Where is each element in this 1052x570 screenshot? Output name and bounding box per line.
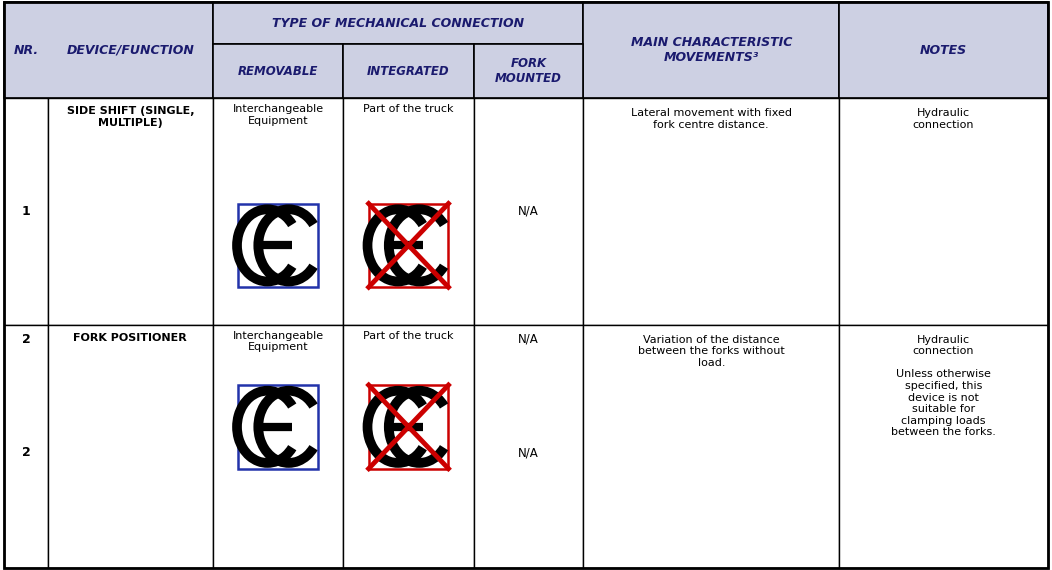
Text: FORK
MOUNTED: FORK MOUNTED (495, 58, 562, 86)
Text: Variation of the distance
between the forks without
load.: Variation of the distance between the fo… (638, 335, 785, 368)
Text: 2: 2 (21, 446, 31, 459)
Bar (4, 2, 213, 98)
Bar (584, 325, 839, 568)
Bar (47, 325, 213, 568)
Text: SIDE SHIFT (SINGLE,
MULTIPLE): SIDE SHIFT (SINGLE, MULTIPLE) (66, 106, 194, 128)
Bar (839, 2, 1048, 98)
Bar (473, 44, 584, 98)
Text: Interchangeable
Equipment: Interchangeable Equipment (232, 104, 324, 126)
Bar (584, 98, 839, 325)
Bar (839, 98, 1048, 325)
Bar (584, 2, 839, 98)
Text: Part of the truck: Part of the truck (363, 331, 453, 341)
Bar (343, 325, 473, 568)
Text: Interchangeable
Equipment: Interchangeable Equipment (232, 331, 324, 352)
Text: Hydraulic
connection: Hydraulic connection (913, 108, 974, 130)
Bar (213, 44, 343, 98)
Text: N/A: N/A (519, 446, 539, 459)
Text: N/A: N/A (519, 333, 539, 345)
Text: 2: 2 (21, 333, 31, 345)
Bar (473, 98, 584, 325)
Bar (47, 98, 213, 325)
Bar (368, 203, 448, 287)
Text: NOTES: NOTES (920, 44, 967, 56)
Bar (213, 98, 343, 325)
Text: Part of the truck: Part of the truck (363, 104, 453, 114)
Text: Lateral movement with fixed
fork centre distance.: Lateral movement with fixed fork centre … (631, 108, 792, 130)
Bar (4, 98, 47, 325)
Text: DEVICE/FUNCTION: DEVICE/FUNCTION (66, 44, 195, 56)
Bar (213, 325, 343, 568)
Bar (4, 325, 47, 568)
Text: 1: 1 (21, 205, 31, 218)
Bar (473, 325, 584, 568)
Text: TYPE OF MECHANICAL CONNECTION: TYPE OF MECHANICAL CONNECTION (272, 17, 524, 30)
Text: REMOVABLE: REMOVABLE (238, 65, 319, 78)
Text: NR.: NR. (14, 44, 39, 56)
Text: Hydraulic
connection

Unless otherwise
specified, this
device is not
suitable fo: Hydraulic connection Unless otherwise sp… (891, 335, 996, 437)
Bar (343, 98, 473, 325)
Text: MAIN CHARACTERISTIC
MOVEMENTS³: MAIN CHARACTERISTIC MOVEMENTS³ (630, 36, 792, 64)
Bar (213, 2, 584, 44)
Bar (238, 203, 318, 287)
Bar (238, 385, 318, 469)
Bar (839, 325, 1048, 568)
Text: INTEGRATED: INTEGRATED (367, 65, 450, 78)
Text: N/A: N/A (519, 205, 539, 218)
Bar (368, 385, 448, 469)
Text: FORK POSITIONER: FORK POSITIONER (74, 333, 187, 343)
Bar (343, 44, 473, 98)
